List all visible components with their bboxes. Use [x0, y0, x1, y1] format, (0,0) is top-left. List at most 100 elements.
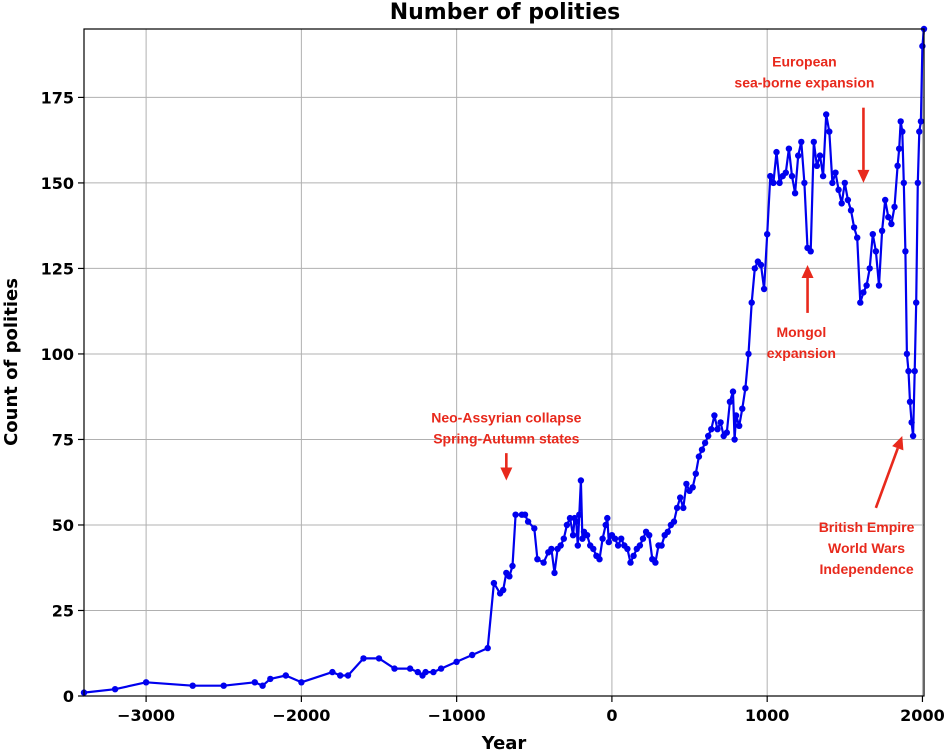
y-tick-label: 25: [52, 601, 74, 620]
data-point: [430, 668, 437, 676]
data-point: [819, 172, 827, 180]
data-point: [899, 128, 906, 135]
data-point: [723, 429, 730, 436]
data-point: [560, 535, 567, 542]
data-point: [917, 118, 925, 125]
data-point: [816, 152, 824, 159]
data-point: [751, 265, 758, 272]
data-point: [810, 138, 817, 146]
x-tick-label: 1000: [745, 706, 790, 725]
data-point: [500, 586, 507, 594]
x-axis-label: Year: [481, 733, 527, 752]
data-point: [838, 200, 845, 207]
data-point: [832, 169, 839, 176]
annotation-text: expansion: [767, 345, 836, 361]
data-point: [906, 398, 914, 405]
data-point: [782, 169, 789, 176]
data-point: [329, 668, 336, 676]
data-point: [220, 682, 227, 689]
data-point: [574, 542, 581, 549]
data-point: [835, 186, 842, 193]
annotation-text: European: [772, 54, 837, 70]
annotation-arrow-head: [892, 436, 904, 451]
data-point: [841, 179, 848, 187]
data-point: [767, 172, 774, 180]
data-point: [829, 179, 836, 187]
data-point: [579, 535, 586, 542]
data-point: [521, 511, 529, 518]
data-point: [885, 213, 892, 221]
data-point: [717, 419, 724, 426]
data-point: [916, 128, 923, 135]
data-point: [888, 220, 895, 228]
data-point: [683, 480, 690, 488]
data-point: [605, 538, 612, 546]
data-point: [726, 398, 734, 405]
data-point: [698, 446, 706, 453]
data-point: [298, 679, 305, 686]
data-point: [627, 559, 634, 566]
data-point: [639, 535, 647, 542]
y-axis-label: Count of polities: [1, 278, 22, 446]
data-point: [531, 525, 538, 532]
annotation: European sea-borne expansion: [734, 54, 874, 183]
y-axis: 0 25 50 75 100 125 150 175: [41, 88, 84, 706]
data-point: [646, 532, 653, 539]
data-point: [506, 573, 513, 580]
data-point: [344, 672, 352, 679]
data-point: [857, 299, 864, 306]
data-point: [406, 665, 414, 672]
grid: [84, 29, 924, 697]
data-point: [658, 542, 665, 549]
annotation-arrow-head: [857, 169, 870, 183]
data-point: [422, 668, 429, 676]
data-point: [903, 350, 911, 358]
data-point: [267, 675, 274, 683]
series-group: [80, 25, 928, 696]
annotation: Neo-Assyrian collapse Spring-Autumn state…: [431, 409, 582, 481]
data-point: [563, 521, 571, 529]
data-point: [414, 668, 421, 676]
data-point: [484, 644, 491, 652]
data-point: [745, 350, 752, 358]
data-point: [701, 439, 709, 447]
data-point: [869, 231, 876, 238]
data-point: [453, 658, 460, 665]
data-point: [770, 179, 777, 187]
y-tick-label: 175: [41, 88, 74, 107]
data-point: [142, 679, 150, 686]
data-point: [490, 579, 498, 587]
data-point: [664, 528, 671, 535]
data-point: [680, 504, 687, 512]
data-point: [391, 665, 398, 672]
data-point: [813, 162, 821, 169]
data-point: [111, 686, 119, 693]
data-point: [854, 234, 861, 241]
y-tick-label: 100: [41, 345, 74, 364]
annotation: British Empire World Wars Independence: [819, 436, 915, 577]
data-point: [844, 196, 852, 204]
plot-frame: [83, 28, 925, 697]
data-point: [798, 138, 805, 146]
data-point: [711, 412, 718, 419]
data-point: [437, 665, 445, 672]
data-point: [757, 261, 765, 269]
data-point: [614, 542, 622, 549]
data-point: [534, 556, 541, 563]
annotation-text: World Wars: [828, 540, 905, 556]
data-point: [375, 655, 383, 662]
annotation-arrow-shaft: [874, 447, 899, 509]
data-point: [673, 504, 681, 512]
data-point: [875, 282, 883, 289]
data-point: [583, 532, 591, 539]
data-point: [905, 367, 912, 375]
data-point: [689, 484, 696, 491]
data-point: [652, 559, 659, 566]
annotation-text: Neo-Assyrian collapse: [431, 409, 581, 425]
annotations-group: Neo-Assyrian collapse Spring-Autumn state…: [431, 54, 914, 577]
data-point: [896, 145, 903, 152]
data-point: [360, 655, 367, 662]
data-point: [611, 535, 619, 542]
data-point: [866, 265, 873, 272]
data-point: [259, 682, 266, 689]
